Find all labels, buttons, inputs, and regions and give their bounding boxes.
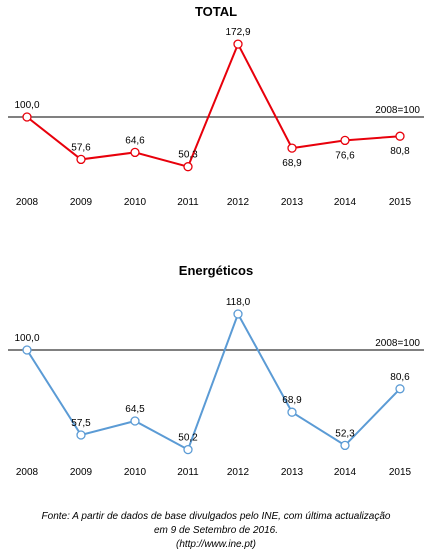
energeticos-data-label-2015: 80,6: [390, 372, 410, 383]
energeticos-x-tick-2014: 2014: [334, 467, 357, 478]
total-point-2012: [233, 39, 243, 49]
total-reference-label: 2008=100: [375, 105, 420, 116]
energeticos-point-2009: [76, 430, 86, 440]
energeticos-data-label-2010: 64,5: [125, 404, 145, 415]
energeticos-point-2008: [22, 345, 32, 355]
total-x-tick-2013: 2013: [281, 197, 304, 208]
energeticos-data-label-2008: 100,0: [14, 333, 39, 344]
total-data-label-2008: 100,0: [14, 100, 39, 111]
total-chart-title: TOTAL: [195, 4, 237, 19]
total-point-2013: [287, 143, 297, 153]
energeticos-reference-label: 2008=100: [375, 338, 420, 349]
total-point-2009: [76, 154, 86, 165]
energeticos-data-label-2013: 68,9: [282, 395, 302, 406]
total-data-label-2012: 172,9: [225, 27, 250, 38]
energeticos-series-line: [26, 311, 401, 452]
total-x-tick-2011: 2011: [177, 197, 199, 208]
energeticos-x-tick-2010: 2010: [124, 467, 147, 478]
energeticos-data-label-2014: 52,3: [335, 428, 355, 439]
energeticos-point-2012: [233, 309, 243, 319]
energeticos-point-2014: [340, 440, 350, 451]
total-data-label-2009: 57,6: [71, 142, 91, 153]
total-data-label-2015: 80,8: [390, 146, 410, 157]
total-x-tick-2014: 2014: [334, 197, 357, 208]
footnote-line-3: (http://www.ine.pt): [175, 539, 257, 550]
total-point-2010: [130, 147, 140, 158]
total-data-label-2013: 68,9: [282, 158, 302, 169]
total-x-tick-2009: 2009: [70, 197, 93, 208]
energeticos-x-tick-2009: 2009: [70, 467, 93, 478]
total-point-2014: [340, 135, 350, 146]
total-point-2011: [183, 162, 193, 172]
energeticos-data-label-2012: 118,0: [226, 297, 251, 308]
footnote-line-1: Fonte: A partir de dados de base divulga…: [41, 511, 391, 522]
total-point-2008: [22, 112, 32, 122]
total-data-label-2011: 50,3: [178, 150, 198, 161]
energeticos-x-tick-2013: 2013: [281, 467, 304, 478]
total-x-tick-2012: 2012: [227, 197, 250, 208]
energeticos-line-chart: Energéticos 2008=100 100,0 57,5 64,5 50,2 118,…: [8, 263, 424, 478]
energeticos-point-2010: [130, 416, 140, 426]
energeticos-point-2015: [395, 384, 405, 394]
total-line-chart: TOTAL 2008=100 100,0 57,6 64,6 50,3 172,9 68,9 7…: [8, 4, 424, 208]
total-data-label-2014: 76,6: [335, 150, 355, 161]
total-x-tick-2008: 2008: [16, 197, 39, 208]
energeticos-point-2013: [287, 407, 297, 417]
total-x-tick-2010: 2010: [124, 197, 147, 208]
total-point-2015: [395, 131, 405, 141]
energeticos-x-tick-2015: 2015: [389, 467, 412, 478]
energeticos-point-2011: [183, 444, 193, 455]
energeticos-x-tick-2012: 2012: [227, 467, 250, 478]
source-footnote: Fonte: A partir de dados de base divulga…: [0, 510, 432, 552]
energeticos-chart-title: Energéticos: [179, 263, 253, 278]
energeticos-data-label-2009: 57,5: [71, 418, 91, 429]
energeticos-x-tick-2008: 2008: [16, 467, 39, 478]
total-x-tick-2015: 2015: [389, 197, 412, 208]
energeticos-x-tick-2011: 2011: [177, 467, 199, 478]
total-series-line: [26, 41, 401, 168]
energeticos-data-label-2011: 50,2: [178, 433, 198, 444]
footnote-line-2: em 9 de Setembro de 2016.: [154, 525, 278, 536]
total-data-label-2010: 64,6: [125, 135, 145, 146]
